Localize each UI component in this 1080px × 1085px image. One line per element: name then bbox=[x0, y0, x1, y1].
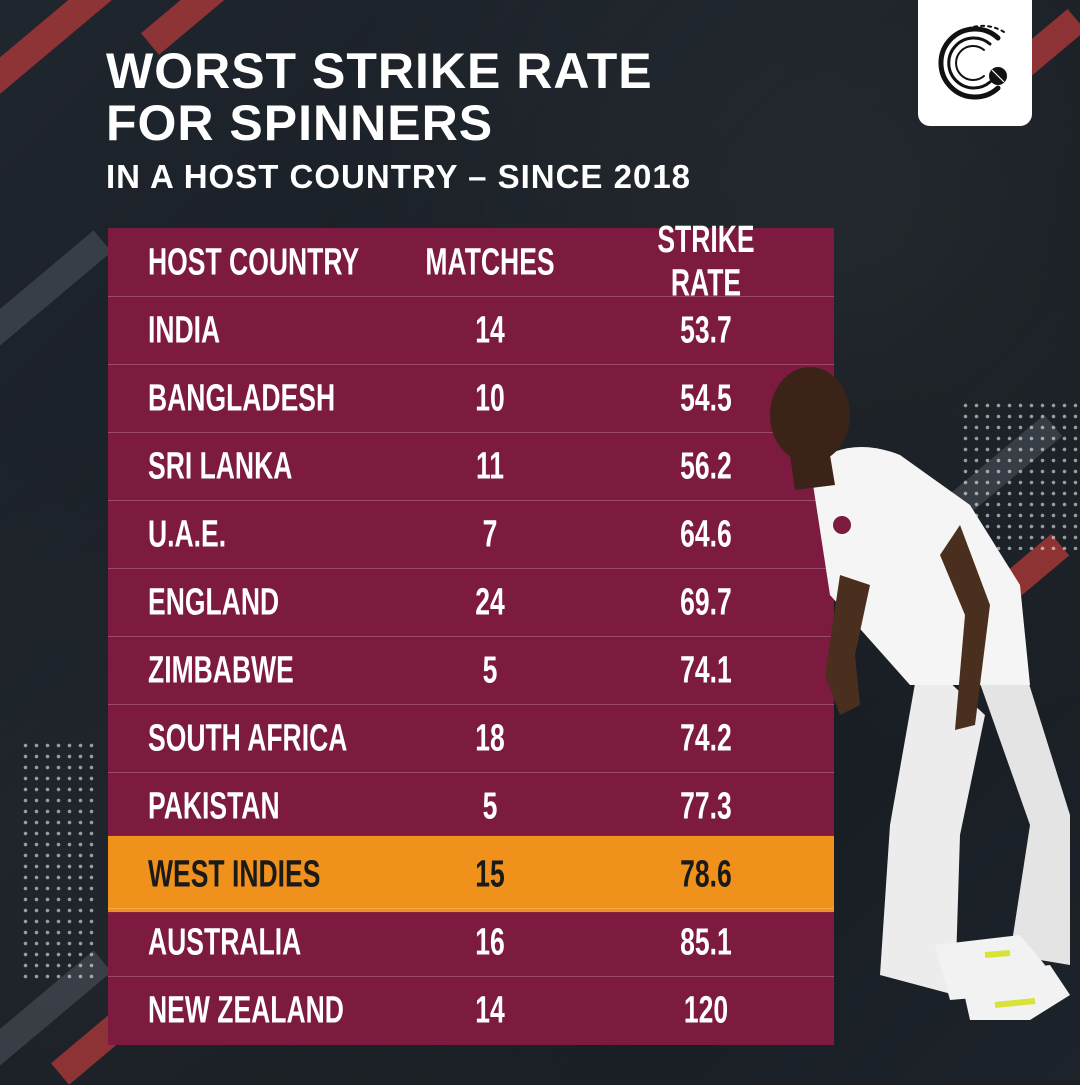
table-row: ZIMBABWE 5 74.1 bbox=[108, 632, 834, 708]
row-divider bbox=[108, 704, 834, 705]
strike-rate-cell: 54.5 bbox=[680, 376, 732, 419]
table-row: SRI LANKA 11 56.2 bbox=[108, 428, 834, 504]
cricket-ball-c-logo-icon bbox=[938, 24, 1007, 100]
matches-cell: 15 bbox=[475, 852, 505, 895]
header-strike-rate: STRIKE RATE bbox=[657, 218, 755, 305]
row-divider bbox=[108, 976, 834, 977]
strike-rate-cell: 78.6 bbox=[680, 852, 732, 895]
country-cell: INDIA bbox=[148, 308, 221, 351]
matches-cell: 16 bbox=[475, 920, 505, 963]
strike-rate-cell: 74.2 bbox=[680, 716, 732, 759]
row-divider bbox=[108, 568, 834, 569]
country-cell: WEST INDIES bbox=[148, 852, 321, 895]
strike-rate-cell: 85.1 bbox=[680, 920, 732, 963]
matches-cell: 11 bbox=[475, 444, 505, 487]
country-cell: ENGLAND bbox=[148, 580, 280, 623]
cricket-bowler-photo bbox=[770, 367, 1070, 1020]
page-subtitle: IN A HOST COUNTRY – SINCE 2018 bbox=[106, 158, 692, 195]
matches-cell: 7 bbox=[482, 512, 498, 555]
matches-cell: 14 bbox=[475, 988, 505, 1031]
strike-rate-cell: 120 bbox=[683, 988, 729, 1031]
table-row: BANGLADESH 10 54.5 bbox=[108, 360, 834, 436]
row-divider bbox=[108, 432, 834, 433]
country-cell: BANGLADESH bbox=[148, 376, 336, 419]
page-title: WORST STRIKE RATE FOR SPINNERS bbox=[106, 45, 653, 149]
table-header-row: HOST COUNTRY MATCHES STRIKE RATE bbox=[108, 218, 834, 304]
country-cell: NEW ZEALAND bbox=[148, 988, 344, 1031]
country-cell: PAKISTAN bbox=[148, 784, 280, 827]
strike-rate-cell: 74.1 bbox=[680, 648, 732, 691]
decor-dots bbox=[20, 740, 100, 980]
row-divider bbox=[108, 364, 834, 365]
table-row: SOUTH AFRICA 18 74.2 bbox=[108, 700, 834, 776]
strike-rate-cell: 64.6 bbox=[680, 512, 732, 555]
matches-cell: 5 bbox=[482, 648, 498, 691]
country-cell: U.A.E. bbox=[148, 512, 227, 555]
header-host-country: HOST COUNTRY bbox=[148, 240, 360, 283]
row-divider bbox=[108, 908, 834, 909]
row-divider bbox=[108, 500, 834, 501]
table-row: AUSTRALIA 16 85.1 bbox=[108, 904, 834, 980]
table-row: PAKISTAN 5 77.3 bbox=[108, 768, 834, 844]
country-cell: SOUTH AFRICA bbox=[148, 716, 348, 759]
country-cell: ZIMBABWE bbox=[148, 648, 294, 691]
row-divider bbox=[108, 636, 834, 637]
strike-rate-cell: 77.3 bbox=[680, 784, 732, 827]
matches-cell: 5 bbox=[482, 784, 498, 827]
matches-cell: 10 bbox=[475, 376, 505, 419]
table-row: WEST INDIES 15 78.6 bbox=[108, 835, 834, 913]
table-row: NEW ZEALAND 14 120 bbox=[108, 972, 834, 1048]
brand-logo bbox=[918, 0, 1032, 126]
country-cell: AUSTRALIA bbox=[148, 920, 302, 963]
row-divider bbox=[108, 296, 834, 297]
table-row: INDIA 14 53.7 bbox=[108, 292, 834, 368]
header-matches: MATCHES bbox=[425, 240, 555, 283]
matches-cell: 14 bbox=[475, 308, 505, 351]
strike-rate-cell: 56.2 bbox=[680, 444, 732, 487]
table-row: U.A.E. 7 64.6 bbox=[108, 496, 834, 572]
matches-cell: 24 bbox=[475, 580, 505, 623]
row-divider bbox=[108, 772, 834, 773]
strike-rate-table: HOST COUNTRY MATCHES STRIKE RATE INDIA 14… bbox=[108, 218, 834, 1048]
strike-rate-cell: 69.7 bbox=[680, 580, 732, 623]
table-row: ENGLAND 24 69.7 bbox=[108, 564, 834, 640]
title-line: WORST STRIKE RATE bbox=[106, 43, 653, 99]
country-cell: SRI LANKA bbox=[148, 444, 293, 487]
title-line: FOR SPINNERS bbox=[106, 95, 494, 151]
matches-cell: 18 bbox=[475, 716, 505, 759]
strike-rate-cell: 53.7 bbox=[680, 308, 732, 351]
